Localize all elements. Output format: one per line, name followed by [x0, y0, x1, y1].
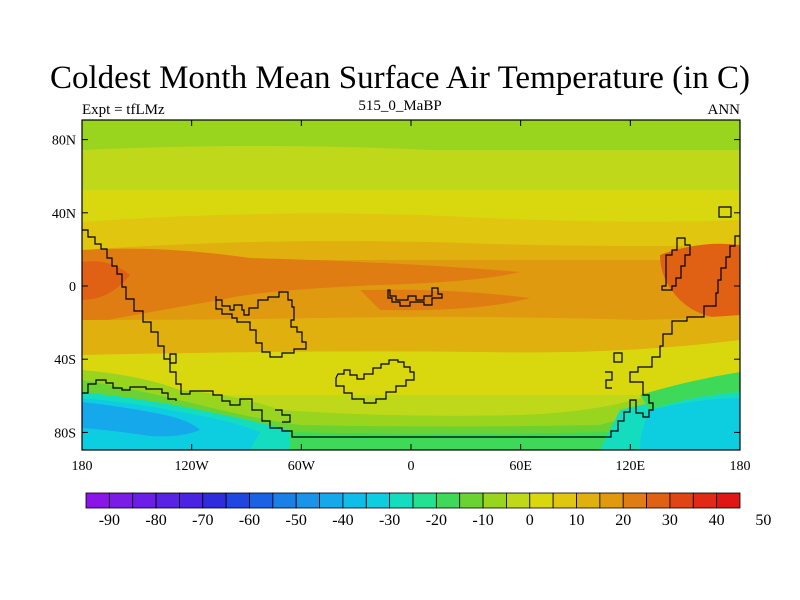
colorbar-box: [716, 492, 741, 509]
colorbar-box: [599, 492, 624, 509]
colorbar-label: -90: [99, 512, 120, 529]
y-tick-label: 40S: [54, 353, 76, 368]
colorbar-label: -40: [332, 512, 353, 529]
plot-title: Coldest Month Mean Surface Air Temperatu…: [50, 60, 750, 96]
colorbar-box: [179, 492, 204, 509]
temperature-field: [82, 120, 740, 450]
x-tick-label: 0: [408, 459, 415, 474]
colorbar-label: -20: [426, 512, 447, 529]
x-tick-label: 120W: [175, 459, 210, 474]
colorbar-box: [132, 492, 157, 509]
colorbar-box: [249, 492, 274, 509]
coast-south-islet-west: [169, 353, 177, 364]
season-label: ANN: [707, 102, 741, 118]
axis-ticks: 80N 40N 0 40S 80S 180 120W 60W 0 60E 120E 180: [52, 120, 751, 474]
coast-western-continent: [82, 229, 740, 438]
colorbar-box: [108, 492, 134, 509]
colorbar-box: [646, 492, 671, 509]
coast-south-east-fringe: [605, 371, 613, 389]
colorbar-box: [622, 492, 647, 509]
colorbar-box: [155, 492, 180, 509]
colorbar-box: [202, 492, 227, 509]
region-antarctic-blue-west: [82, 402, 200, 437]
colorbar-box: [529, 492, 554, 509]
colorbar-box: [365, 492, 391, 509]
colorbar-box: [389, 492, 414, 509]
colorbar-box: [272, 492, 297, 509]
colorbar-label: -60: [239, 512, 260, 529]
region-tropical-hot-west: [82, 248, 520, 325]
region-north-orange-patch: [82, 213, 740, 250]
colorbar: -90 -80 -70 -60 -50 -40 -30 -20 -10 0 10 20 30 40 50: [85, 492, 771, 529]
colorbar-box: [552, 492, 577, 509]
x-tick-label: 180: [72, 459, 93, 474]
colorbar-box: [295, 492, 320, 509]
colorbar-box: [412, 492, 437, 509]
x-tick-label: 180: [730, 459, 751, 474]
coast-south-islet-east: [613, 352, 623, 363]
colorbar-box: [692, 492, 718, 509]
region-south-subtropic: [82, 315, 740, 355]
colorbar-label: 10: [569, 512, 585, 529]
colorbar-box: [459, 492, 484, 509]
colorbar-box: [342, 492, 367, 509]
coast-central-island: [387, 287, 443, 307]
colorbar-label: -50: [286, 512, 307, 529]
region-antarctic-strip: [290, 432, 620, 450]
colorbar-label: 50: [755, 512, 771, 529]
region-tropical-hot-west-core: [82, 261, 130, 300]
region-tropical-hot-east: [660, 243, 740, 320]
coast-west-polar-fringe: [82, 379, 177, 401]
colorbar-box: [482, 492, 507, 509]
colorbar-label: -30: [379, 512, 400, 529]
colorbar-label: 30: [662, 512, 678, 529]
colorbar-box: [669, 492, 694, 509]
colorbar-label: -80: [145, 512, 166, 529]
colorbar-box: [435, 492, 461, 509]
experiment-label: Expt = tfLMz: [82, 102, 165, 118]
y-tick-label: 40N: [52, 207, 76, 222]
colorbar-box: [576, 492, 601, 509]
coastlines: [82, 206, 740, 438]
region-south-mid-yellow: [82, 340, 740, 395]
x-tick-label: 60W: [288, 459, 316, 474]
colorbar-box: [225, 492, 250, 509]
y-tick-label: 0: [69, 280, 76, 295]
y-tick-label: 80N: [52, 134, 76, 149]
coast-east-islet: [718, 206, 732, 218]
colorbar-label: -70: [192, 512, 213, 529]
coast-polar-west-bump: [275, 409, 291, 423]
x-tick-label: 120E: [616, 459, 646, 474]
coast-south-island: [335, 359, 415, 404]
colorbar-label: 40: [709, 512, 725, 529]
y-tick-label: 80S: [54, 426, 76, 441]
coast-east-peninsula: [661, 237, 691, 291]
colorbar-label: 0: [526, 512, 534, 529]
colorbar-label: 20: [615, 512, 631, 529]
colorbar-label: -10: [472, 512, 493, 529]
colorbar-box: [506, 492, 531, 509]
colorbar-box: [319, 492, 344, 509]
time-label: 515_0_MaBP: [358, 98, 442, 114]
colorbar-box: [85, 492, 110, 509]
region-antarctic-green-east: [640, 372, 740, 410]
x-tick-label: 60E: [509, 459, 532, 474]
coast-equatorial-inlet: [215, 291, 307, 358]
region-tropical-hot-mid: [360, 289, 530, 311]
region-north-yellowgreen: [82, 146, 740, 190]
region-antarctic-cyan-east: [640, 398, 740, 450]
